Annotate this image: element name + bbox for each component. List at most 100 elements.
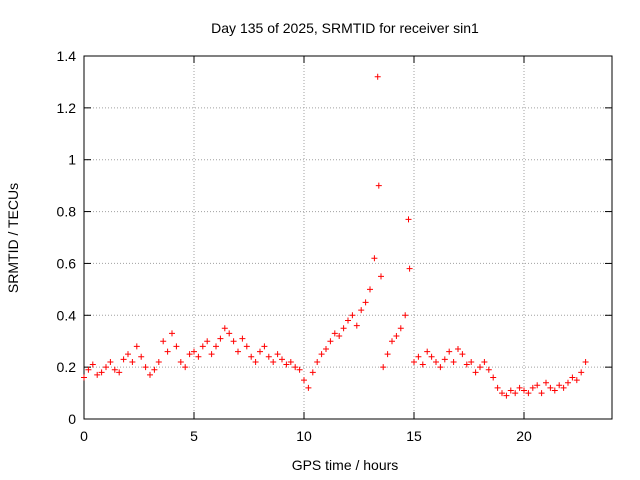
data-point [349, 312, 356, 319]
data-point [582, 358, 589, 365]
data-point [393, 333, 400, 340]
y-axis-label: SRMTID / TECUs [5, 183, 21, 293]
data-point [477, 364, 483, 371]
data-point [411, 358, 417, 365]
data-point [543, 379, 549, 386]
data-point [551, 387, 558, 394]
x-tick-label: 10 [296, 428, 312, 444]
data-point [345, 317, 351, 324]
data-point [111, 366, 118, 373]
data-point [177, 358, 184, 365]
data-point [274, 351, 281, 358]
data-point [446, 348, 453, 355]
data-point [327, 338, 334, 345]
data-point [428, 353, 435, 360]
data-point [507, 387, 514, 394]
data-point [129, 358, 136, 365]
grid-lines [84, 56, 612, 419]
data-point [573, 377, 580, 384]
data-point [538, 390, 545, 397]
data-point [455, 345, 461, 352]
data-point [516, 384, 523, 391]
data-point [81, 374, 87, 381]
plot-frame [83, 55, 613, 420]
data-point [235, 348, 241, 355]
data-point [569, 374, 576, 381]
data-point [318, 351, 325, 358]
data-point [182, 364, 189, 371]
data-point [186, 351, 193, 358]
data-point [512, 390, 519, 397]
data-point [138, 353, 145, 360]
x-tick-label: 20 [516, 428, 532, 444]
data-point [309, 369, 316, 376]
data-point [353, 322, 360, 329]
data-point [120, 356, 127, 363]
data-point [195, 353, 202, 360]
y-tick-label: 0.2 [57, 359, 77, 375]
x-tick-label: 15 [406, 428, 422, 444]
data-point [419, 361, 426, 368]
data-point [389, 338, 395, 345]
data-point [437, 364, 444, 371]
data-point [367, 286, 373, 293]
data-point [107, 358, 114, 365]
data-point [151, 366, 158, 373]
x-tick-label: 0 [80, 428, 88, 444]
data-point [239, 335, 246, 342]
data-point [402, 312, 409, 319]
data-point [340, 325, 347, 332]
data-point [481, 358, 488, 365]
data-point [217, 335, 224, 342]
y-tick-label: 1.2 [57, 100, 77, 116]
data-point [565, 379, 571, 386]
data-point [125, 351, 131, 358]
data-point [374, 73, 381, 80]
y-tick-label: 1 [68, 152, 76, 168]
data-point [230, 338, 237, 345]
data-point [358, 307, 365, 314]
data-point [336, 333, 343, 340]
data-point [98, 369, 105, 376]
data-point [525, 390, 532, 397]
data-point [213, 343, 219, 350]
data-point [287, 358, 294, 365]
data-point [384, 351, 391, 358]
data-point [208, 351, 215, 358]
data-point [270, 358, 277, 365]
data-point [243, 343, 250, 350]
data-point [292, 364, 299, 371]
data-point [433, 358, 439, 365]
data-point [301, 377, 307, 384]
data-point [265, 353, 272, 360]
data-point [323, 345, 329, 352]
data-point [503, 392, 510, 399]
data-point [305, 384, 312, 391]
data-point [279, 356, 285, 363]
data-point [164, 348, 171, 355]
data-point [547, 384, 554, 391]
data-point [147, 371, 153, 378]
data-point [375, 182, 382, 189]
data-point [560, 384, 567, 391]
data-point [191, 348, 197, 355]
data-point [468, 358, 475, 365]
data-point [415, 353, 422, 360]
data-point [472, 369, 479, 376]
data-point [485, 366, 492, 373]
data-point [103, 364, 109, 371]
data-point [397, 325, 404, 332]
data-point [133, 343, 140, 350]
data-point [257, 348, 263, 355]
y-tick-label: 1.4 [57, 48, 77, 64]
data-point [380, 364, 387, 371]
data-point [221, 325, 228, 332]
data-point [94, 371, 101, 378]
data-point [248, 353, 255, 360]
y-tick-label: 0.8 [57, 204, 77, 220]
data-point [85, 366, 92, 373]
data-point [441, 356, 448, 363]
data-point [534, 382, 541, 389]
data-point [142, 364, 149, 371]
